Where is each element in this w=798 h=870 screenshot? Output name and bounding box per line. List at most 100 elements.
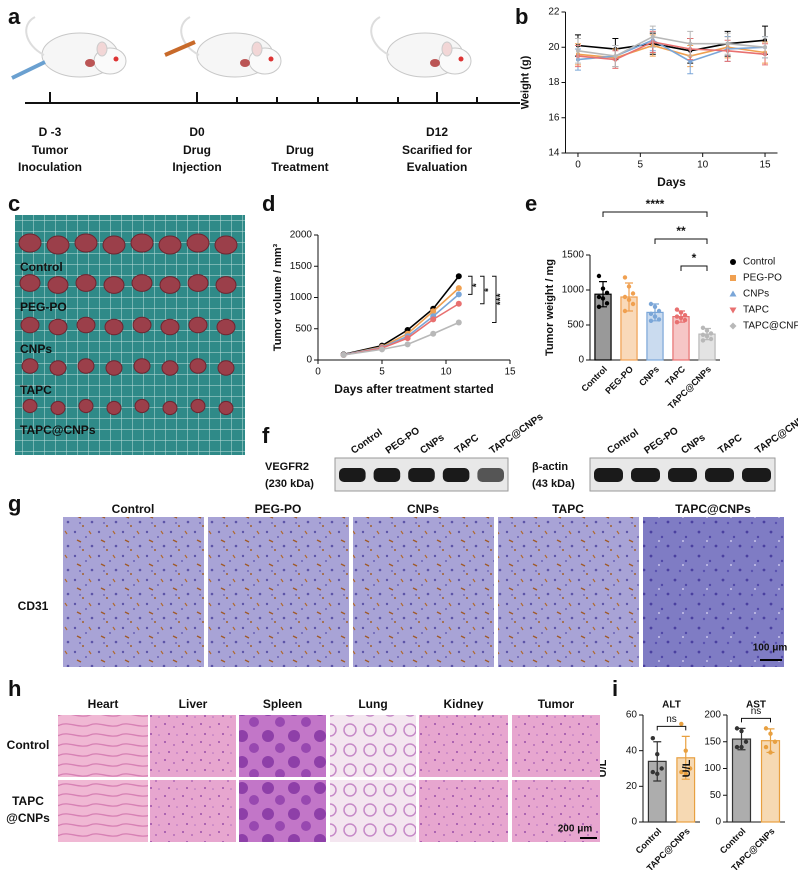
row-label: TAPC bbox=[20, 383, 52, 397]
legend-marker bbox=[729, 290, 737, 297]
data-point bbox=[763, 726, 769, 731]
blot-band bbox=[408, 468, 435, 482]
y-tick-label: 200 bbox=[704, 710, 721, 721]
series-line bbox=[577, 35, 766, 57]
excised-tumor bbox=[161, 360, 179, 376]
legend-label: Control bbox=[743, 257, 775, 268]
column-label: CNPs bbox=[407, 502, 439, 516]
data-point bbox=[652, 304, 658, 309]
excised-tumor bbox=[22, 398, 38, 414]
y-tick-label: 60 bbox=[626, 710, 638, 721]
blot-band bbox=[373, 468, 401, 482]
mouse-eye bbox=[268, 56, 274, 62]
y-tick-label: 20 bbox=[548, 42, 560, 53]
excised-tumor bbox=[105, 360, 123, 376]
data-point bbox=[682, 317, 688, 323]
tumor bbox=[85, 59, 95, 67]
y-tick-label: 1000 bbox=[290, 292, 313, 303]
y-tick-label: 0 bbox=[578, 355, 584, 366]
mouse-illustration bbox=[25, 16, 127, 78]
column-label: TAPC bbox=[552, 502, 584, 516]
significance-label: * bbox=[692, 251, 697, 265]
excised-tumor bbox=[78, 398, 94, 414]
column-label: Kidney bbox=[443, 697, 483, 711]
timeline-label: Scarified for bbox=[402, 143, 472, 157]
y-tick-label: 1500 bbox=[290, 261, 313, 272]
excised-tumor bbox=[218, 400, 234, 416]
x-tick-label: 10 bbox=[697, 160, 709, 171]
excised-tumor bbox=[18, 233, 42, 253]
legend-label: TAPC@CNPs bbox=[743, 321, 798, 332]
ihc-image bbox=[353, 517, 494, 667]
chart-title: ALT bbox=[662, 700, 681, 711]
data-point bbox=[659, 766, 664, 771]
significance-label: ns bbox=[666, 714, 677, 725]
significance-label: ** bbox=[676, 224, 686, 238]
excised-tumor bbox=[160, 318, 180, 336]
significance-bracket bbox=[680, 265, 708, 271]
y-tick-label: 1500 bbox=[562, 250, 585, 261]
timeline-day: D0 bbox=[189, 125, 205, 139]
excised-tumor bbox=[159, 276, 181, 294]
excised-tumor bbox=[46, 235, 70, 255]
tumor bbox=[240, 59, 250, 67]
tumor-photo bbox=[15, 215, 245, 455]
he-image bbox=[58, 780, 148, 842]
data-point bbox=[630, 301, 636, 307]
y-tick-label: 2000 bbox=[290, 230, 313, 241]
chart-title: AST bbox=[746, 700, 766, 711]
data-point bbox=[763, 45, 768, 50]
data-point bbox=[622, 308, 628, 314]
mouse-tail bbox=[25, 16, 45, 56]
y-tick-label: 14 bbox=[548, 148, 560, 159]
legend-marker bbox=[730, 275, 736, 281]
data-point bbox=[708, 336, 714, 342]
data-point bbox=[652, 314, 658, 319]
significance-label: ns bbox=[751, 706, 762, 717]
data-point bbox=[404, 341, 411, 348]
y-tick-label: 16 bbox=[548, 112, 560, 123]
excised-tumor bbox=[134, 398, 150, 414]
timeline-label: Treatment bbox=[271, 160, 328, 174]
excised-tumor bbox=[48, 318, 68, 336]
mouse-ear bbox=[96, 41, 108, 57]
excised-tumor bbox=[76, 316, 96, 334]
data-point bbox=[655, 771, 660, 777]
he-image bbox=[419, 780, 508, 842]
data-point bbox=[708, 331, 714, 336]
size-label: (43 kDa) bbox=[532, 478, 575, 490]
he-image bbox=[419, 715, 508, 777]
y-tick-label: 0 bbox=[715, 817, 721, 828]
y-tick-label: 22 bbox=[548, 7, 560, 18]
excised-tumor bbox=[20, 316, 40, 334]
data-point bbox=[455, 273, 462, 280]
legend-marker bbox=[730, 259, 736, 265]
y-tick-label: 500 bbox=[295, 323, 312, 334]
column-label: Control bbox=[112, 502, 155, 516]
data-point bbox=[596, 273, 602, 279]
data-point bbox=[430, 330, 437, 337]
series-line bbox=[577, 39, 766, 52]
data-point bbox=[688, 41, 693, 46]
significance-bracket bbox=[492, 275, 497, 323]
excised-tumor bbox=[186, 233, 210, 253]
data-point bbox=[650, 34, 655, 39]
significance-bracket bbox=[602, 211, 708, 217]
excised-tumor bbox=[47, 276, 69, 294]
data-point bbox=[626, 284, 632, 289]
column-label: Tumor bbox=[538, 697, 575, 711]
mouse-eye bbox=[113, 56, 119, 62]
data-point bbox=[674, 314, 680, 319]
he-image bbox=[330, 780, 416, 842]
mouse-tail bbox=[370, 16, 390, 56]
data-point bbox=[596, 294, 602, 300]
he-image bbox=[239, 780, 326, 842]
excised-tumor bbox=[21, 358, 39, 374]
data-point bbox=[688, 59, 693, 64]
y-tick-label: 0 bbox=[306, 355, 312, 366]
column-label: Heart bbox=[88, 697, 119, 711]
scale-label: 100 μm bbox=[753, 643, 788, 654]
data-point bbox=[630, 291, 636, 296]
data-point bbox=[596, 304, 602, 309]
excised-tumor bbox=[188, 316, 208, 334]
